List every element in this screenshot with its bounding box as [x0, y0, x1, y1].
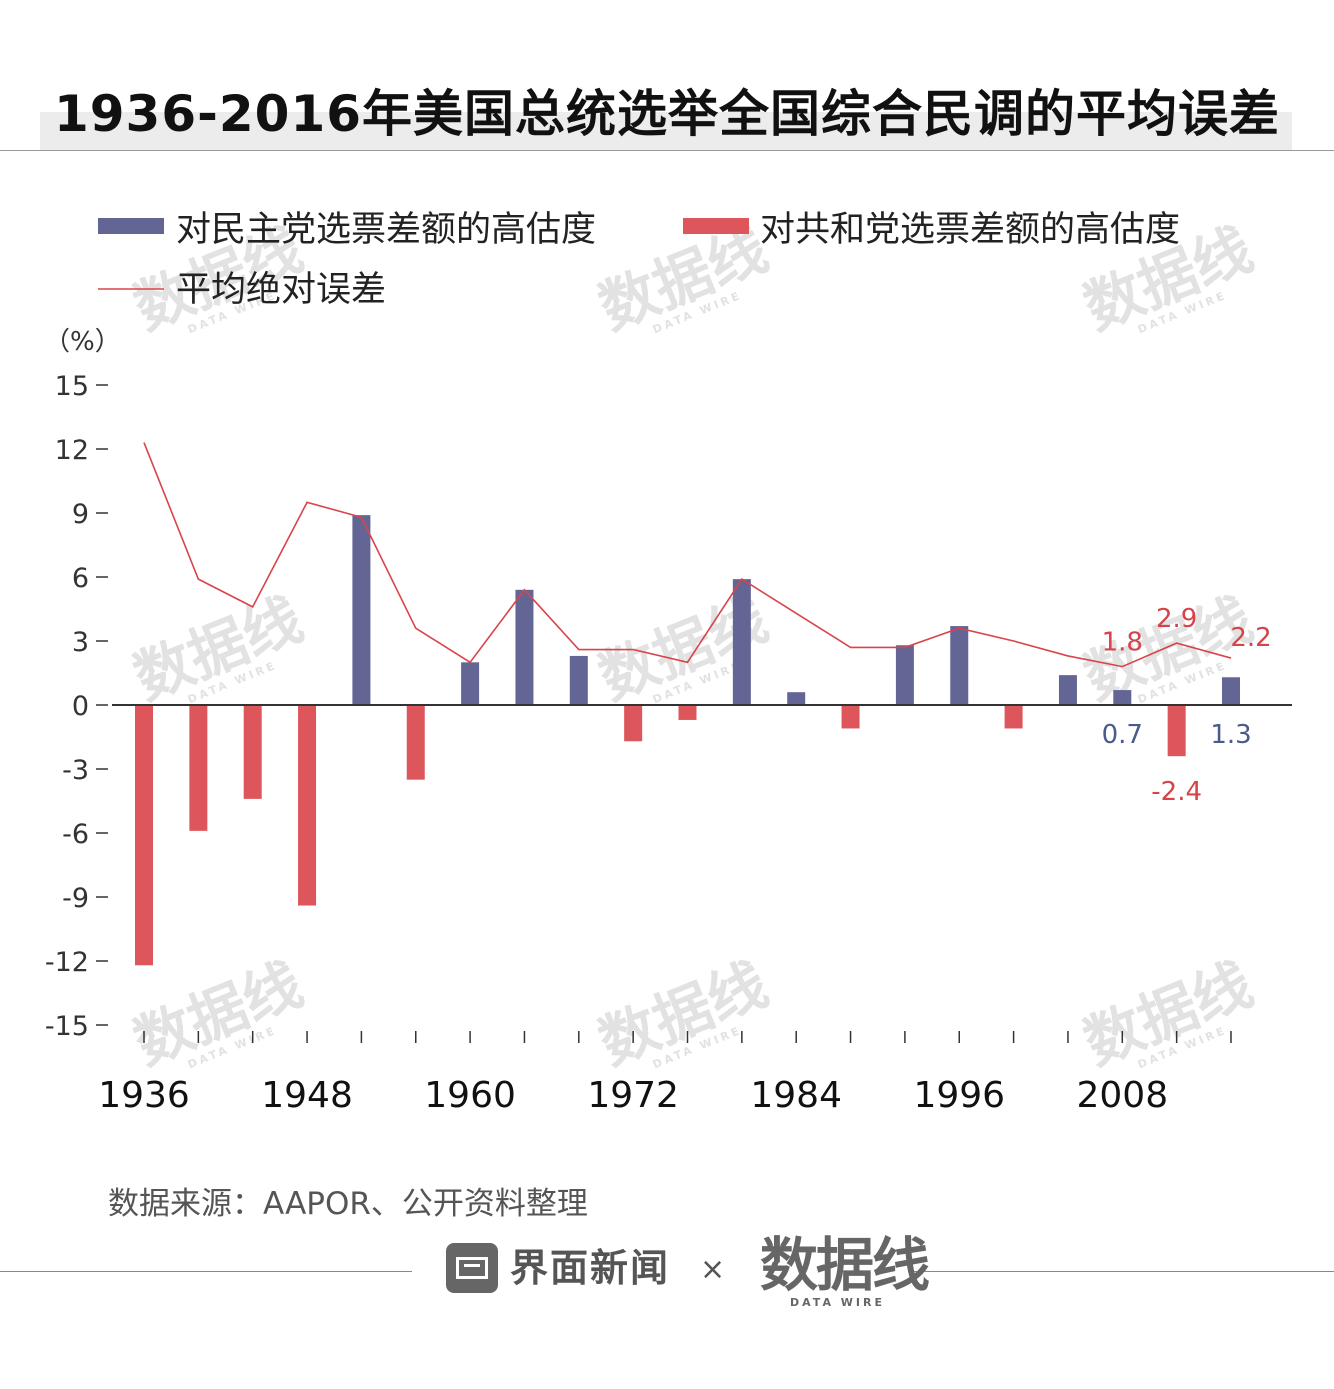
y-tick-label: 15: [55, 371, 89, 402]
bar-dem: [895, 645, 914, 705]
datawire-logo-sub: DATA WIRE: [790, 1296, 885, 1309]
y-unit-label: （%）: [44, 327, 121, 357]
title-divider: [0, 150, 1334, 151]
title-highlight-band: [40, 112, 1292, 150]
legend-swatch-rep: [683, 218, 749, 234]
y-tick-label: -12: [45, 947, 89, 978]
legend-label-rep: 对共和党选票差额的高估度: [760, 210, 1180, 250]
bar-dem: [569, 655, 588, 705]
legend-swatch-dem: [98, 218, 164, 234]
data-label: 0.7: [1102, 720, 1143, 750]
y-tick-label: 12: [55, 435, 89, 466]
bar-rep: [298, 705, 317, 906]
bar-rep: [624, 705, 643, 742]
x-tick-label: 1936: [98, 1075, 190, 1116]
brand-name: 界面新闻: [510, 1246, 671, 1290]
bar-dem: [352, 515, 371, 705]
y-axis: 15 12 9 6 3 0 -3 -6 -9 -12 -15: [45, 371, 108, 1042]
bar-rep: [406, 705, 425, 780]
bars: [135, 515, 1240, 966]
y-tick-label: 9: [72, 499, 89, 530]
bar-rep: [678, 705, 697, 720]
bar-dem: [1113, 690, 1132, 705]
jiemian-logo-bar: [464, 1264, 480, 1267]
footer-divider-right: [912, 1271, 1334, 1272]
bar-rep: [1004, 705, 1023, 729]
x-tick-label: 1948: [261, 1075, 353, 1116]
data-label: 1.8: [1102, 628, 1143, 658]
x-tick-label: 1996: [913, 1075, 1005, 1116]
bar-dem: [732, 579, 751, 705]
datawire-logo: 数据线: [760, 1231, 930, 1299]
legend-label-mae: 平均绝对误差: [176, 270, 386, 310]
watermark: 数据线 DATA WIRE: [590, 585, 777, 713]
collab-times-sign: ×: [700, 1252, 726, 1287]
data-labels: 1.8 2.9 2.2 0.7 1.3 -2.4: [1102, 604, 1272, 807]
source-note: 数据来源：AAPOR、公开资料整理: [108, 1186, 588, 1222]
y-tick-label: 3: [72, 627, 89, 658]
bar-dem: [1058, 675, 1077, 705]
watermark: 数据线 DATA WIRE: [125, 950, 312, 1078]
y-tick-label: -6: [62, 819, 89, 850]
watermark: 数据线 DATA WIRE: [590, 950, 777, 1078]
bar-rep: [189, 705, 208, 831]
bar-dem: [515, 589, 534, 705]
x-axis-labels: 1936 1948 1960 1972 1984 1996 2008: [98, 1075, 1168, 1116]
x-tick-label: 1972: [587, 1075, 679, 1116]
watermark: 数据线 DATA WIRE: [125, 585, 312, 713]
y-tick-label: -3: [62, 755, 89, 786]
watermark: 数据线 DATA WIRE: [1075, 950, 1262, 1078]
legend-label-dem: 对民主党选票差额的高估度: [176, 210, 596, 250]
y-tick-label: 6: [72, 563, 89, 594]
footer-divider-left: [0, 1271, 412, 1272]
bar-rep: [243, 705, 262, 799]
jiemian-logo-frame: [456, 1257, 488, 1279]
y-tick-label: 0: [72, 691, 89, 722]
data-label: 1.3: [1210, 720, 1251, 750]
data-label: 2.2: [1230, 623, 1271, 653]
data-label: 2.9: [1156, 604, 1197, 634]
jiemian-logo-icon: [446, 1243, 498, 1293]
x-tick-label: 1984: [750, 1075, 842, 1116]
y-tick-label: -15: [45, 1011, 89, 1042]
bar-dem: [950, 626, 969, 705]
bar-rep: [841, 705, 860, 729]
bar-rep: [135, 705, 153, 966]
bar-dem: [461, 662, 480, 705]
watermark: 数据线 DATA WIRE: [590, 215, 777, 343]
bar-dem: [1222, 677, 1240, 705]
bar-rep: [1167, 705, 1186, 757]
data-label: -2.4: [1151, 777, 1202, 807]
mae-line: [143, 442, 1232, 668]
bar-dem: [787, 692, 806, 705]
legend: 对民主党选票差额的高估度 对共和党选票差额的高估度 平均绝对误差: [98, 210, 1180, 310]
chart-title: 1936-2016年美国总统选举全国综合民调的平均误差: [53, 85, 1281, 143]
x-axis-ticks: [143, 1031, 1232, 1043]
y-tick-label: -9: [62, 883, 89, 914]
x-tick-label: 1960: [424, 1075, 516, 1116]
x-tick-label: 2008: [1076, 1075, 1168, 1116]
